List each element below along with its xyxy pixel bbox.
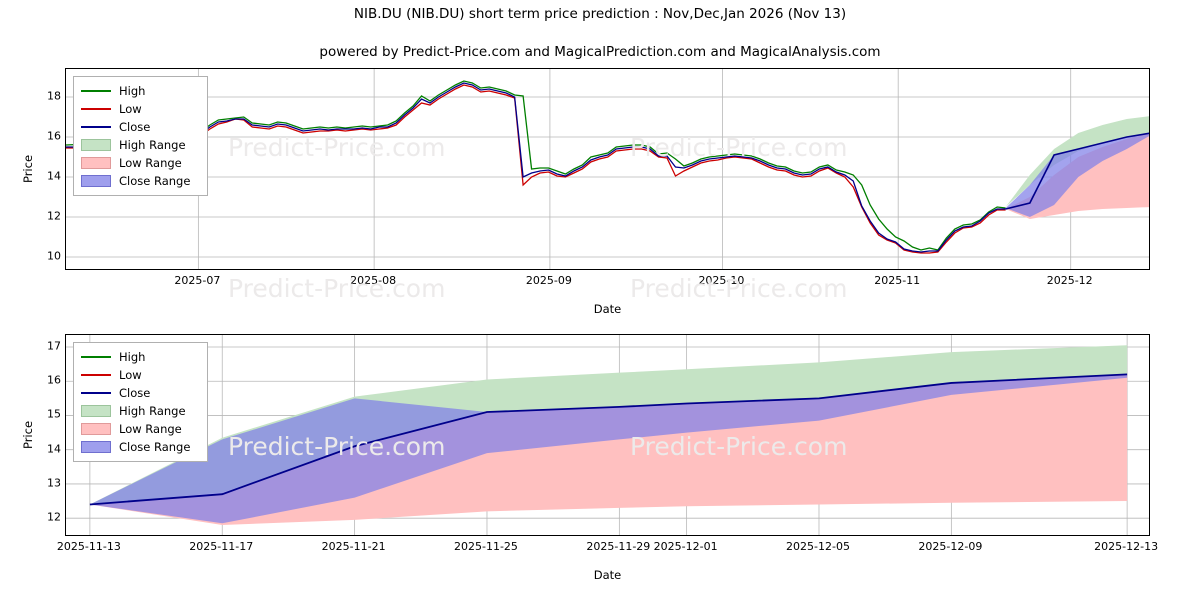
legend-label-close: Close bbox=[119, 386, 151, 400]
x-tick-label: 2025-12-13 bbox=[1094, 540, 1159, 553]
bottom-x-axis-label: Date bbox=[593, 568, 622, 582]
legend-item-close: Close bbox=[81, 384, 200, 402]
legend-item-close-range: Close Range bbox=[81, 438, 200, 456]
legend-label-low: Low bbox=[119, 368, 142, 382]
legend-item-low-range: Low Range bbox=[81, 420, 200, 438]
x-tick-label: 2025-12-05 bbox=[786, 540, 850, 553]
legend-item-close: Close bbox=[81, 118, 200, 136]
legend-item-low-range: Low Range bbox=[81, 154, 200, 172]
top-x-axis-label: Date bbox=[593, 302, 622, 316]
legend-label-high: High bbox=[119, 84, 146, 98]
close-range-band bbox=[1005, 133, 1149, 217]
legend-label-close-range: Close Range bbox=[119, 440, 191, 454]
y-tick-label: 13 bbox=[47, 476, 61, 490]
top-legend: High Low Close High Range Low Range Close Ran… bbox=[73, 76, 208, 196]
series-line-close bbox=[66, 82, 1006, 253]
legend-swatch-low-icon bbox=[81, 369, 111, 381]
x-tick-label: 2025-12-01 bbox=[653, 540, 718, 553]
legend-swatch-low-range-icon bbox=[81, 423, 111, 435]
close-line bbox=[89, 373, 1128, 506]
legend-swatch-close-icon bbox=[81, 387, 111, 399]
legend-swatch-close-icon bbox=[81, 121, 111, 133]
y-tick-label: 16 bbox=[47, 373, 61, 387]
x-tick-label: 2025-11-13 bbox=[56, 540, 121, 553]
legend-swatch-high-range-icon bbox=[81, 139, 111, 151]
x-tick-label: 2025-11-21 bbox=[321, 540, 386, 553]
y-tick-label: 14 bbox=[47, 169, 61, 183]
x-tick-label: 2025-11-29 bbox=[586, 540, 651, 553]
bottom-plot-area bbox=[65, 334, 1150, 536]
legend-label-low-range: Low Range bbox=[119, 422, 182, 436]
legend-swatch-high-icon bbox=[81, 85, 111, 97]
legend-label-low-range: Low Range bbox=[119, 156, 182, 170]
y-tick-label: 17 bbox=[47, 339, 61, 353]
y-tick-label: 14 bbox=[47, 442, 61, 456]
legend-swatch-close-range-icon bbox=[81, 175, 111, 187]
legend-swatch-high-icon bbox=[81, 351, 111, 363]
high-range-band bbox=[89, 345, 1128, 505]
y-tick-label: 10 bbox=[47, 249, 61, 263]
page-title: NIB.DU (NIB.DU) short term price predict… bbox=[353, 6, 847, 22]
x-tick-label: 2025-11-25 bbox=[454, 540, 518, 553]
high-range-band bbox=[1005, 116, 1149, 207]
legend-item-close-range: Close Range bbox=[81, 172, 200, 190]
y-tick-label: 15 bbox=[47, 407, 61, 421]
legend-item-low: Low bbox=[81, 366, 200, 384]
legend-item-low: Low bbox=[81, 100, 200, 118]
series-line-low bbox=[66, 84, 1006, 254]
legend-label-high: High bbox=[119, 350, 146, 364]
y-tick-label: 18 bbox=[47, 89, 61, 103]
legend-label-close: Close bbox=[119, 120, 151, 134]
bottom-legend: High Low Close High Range Low Range Close Ran… bbox=[73, 342, 208, 462]
legend-item-high-range: High Range bbox=[81, 402, 200, 420]
legend-label-high-range: High Range bbox=[119, 138, 186, 152]
legend-label-close-range: Close Range bbox=[119, 174, 191, 188]
page-subtitle: powered by Predict-Price.com and Magical… bbox=[319, 44, 881, 60]
legend-item-high-range: High Range bbox=[81, 136, 200, 154]
legend-swatch-close-range-icon bbox=[81, 441, 111, 453]
y-tick-label: 16 bbox=[47, 129, 61, 143]
legend-item-high: High bbox=[81, 82, 200, 100]
x-tick-label: 2025-10 bbox=[698, 274, 745, 287]
legend-swatch-low-icon bbox=[81, 103, 111, 115]
series-line-high bbox=[66, 80, 1006, 251]
close-range-band bbox=[89, 374, 1128, 524]
y-tick-label: 12 bbox=[47, 510, 61, 524]
legend-swatch-low-range-icon bbox=[81, 157, 111, 169]
legend-item-high: High bbox=[81, 348, 200, 366]
legend-swatch-high-range-icon bbox=[81, 405, 111, 417]
x-tick-label: 2025-11-17 bbox=[189, 540, 254, 553]
y-tick-label: 12 bbox=[47, 209, 61, 223]
x-tick-label: 2025-12 bbox=[1046, 274, 1093, 287]
legend-label-low: Low bbox=[119, 102, 142, 116]
watermark-3: Predict-Price.com bbox=[228, 274, 446, 303]
forecast-close-line bbox=[1005, 132, 1149, 210]
x-tick-label: 2025-09 bbox=[525, 274, 572, 287]
top-plot-area bbox=[65, 68, 1150, 270]
x-tick-label: 2025-07 bbox=[174, 274, 221, 287]
x-tick-label: 2025-11 bbox=[874, 274, 921, 287]
legend-label-high-range: High Range bbox=[119, 404, 186, 418]
x-tick-label: 2025-12-09 bbox=[918, 540, 983, 553]
x-tick-label: 2025-08 bbox=[350, 274, 397, 287]
